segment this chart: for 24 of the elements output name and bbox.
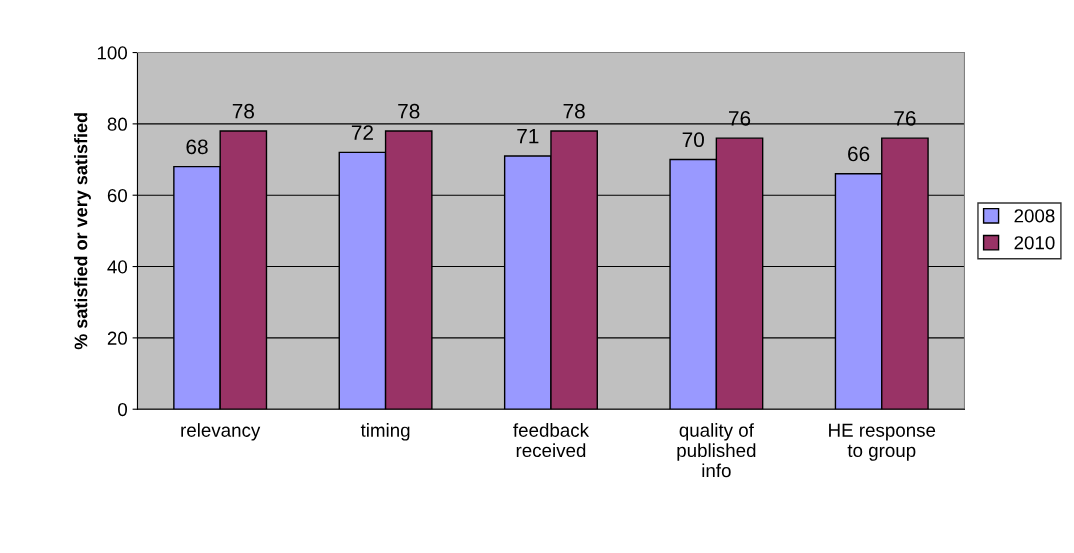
data-label: 72 [351, 125, 373, 140]
y-axis-title: % satisfied or very satisfied [74, 113, 91, 350]
y-tick-label: 100 [97, 46, 128, 60]
x-tick-label: timing [360, 423, 410, 441]
x-tick-label: HE response to group [829, 423, 936, 461]
data-label: 66 [848, 146, 870, 162]
data-label: 68 [186, 139, 208, 155]
legend-label: 2010 [1014, 236, 1055, 250]
x-tick-label: feedback received [513, 423, 590, 458]
x-tick-label: relevancy [181, 423, 261, 441]
data-label: 78 [563, 103, 585, 119]
y-tick-label: 60 [107, 188, 128, 203]
data-label: 78 [398, 103, 420, 119]
data-label: 71 [517, 128, 539, 144]
y-tick-label: 20 [107, 331, 128, 345]
y-tick-label: 80 [107, 117, 128, 131]
y-tick-label: 0 [118, 402, 128, 417]
data-label: 70 [682, 132, 704, 148]
x-tick-label: quality of published info [677, 423, 756, 478]
y-tick-label: 40 [107, 260, 128, 274]
data-label: 78 [232, 103, 255, 119]
legend-label: 2008 [1014, 209, 1055, 223]
data-label: 76 [729, 110, 751, 126]
data-label: 76 [894, 110, 916, 126]
